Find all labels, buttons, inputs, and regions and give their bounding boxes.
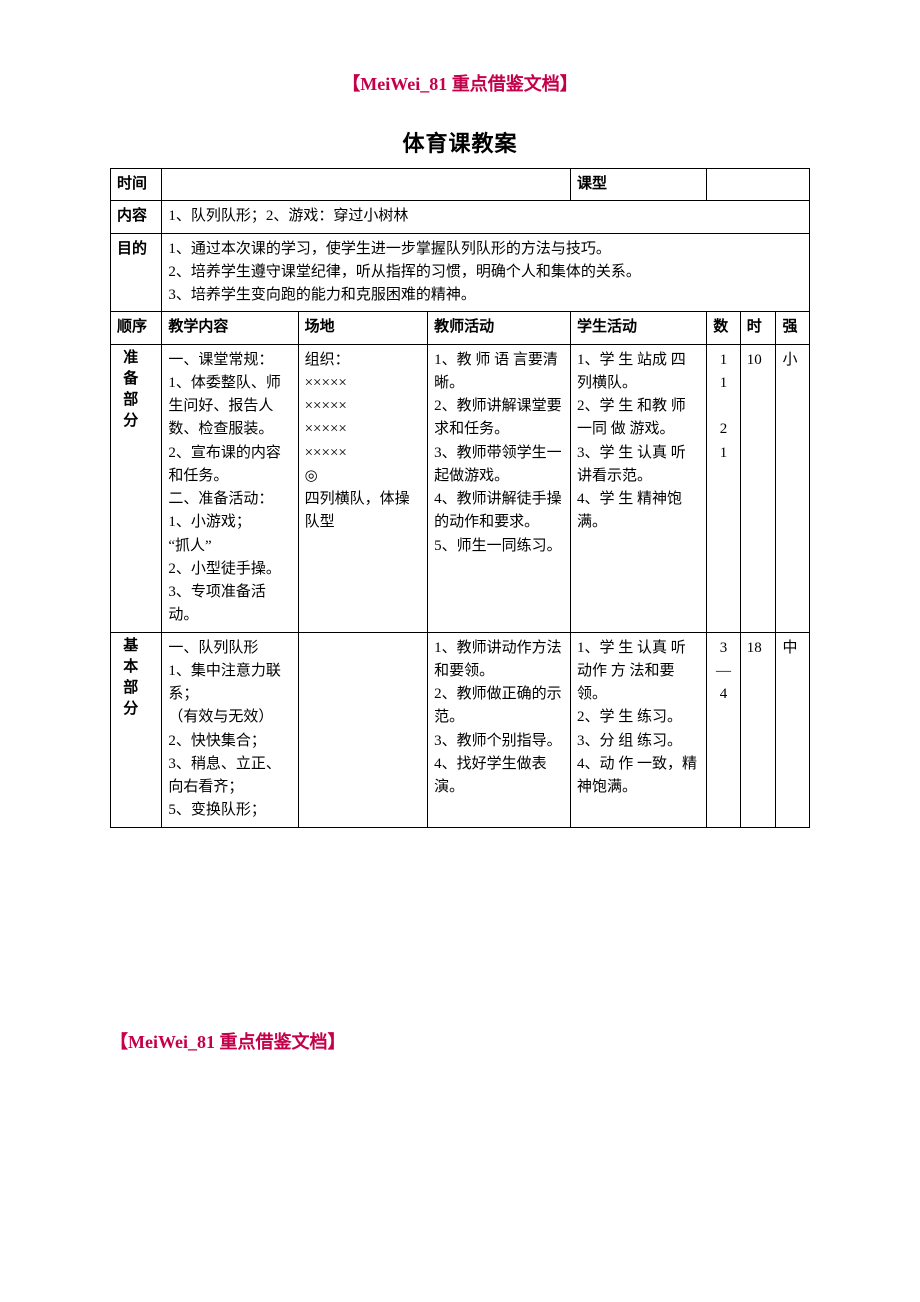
lesson-table: 时间 课型 内容 1、队列队形；2、游戏：穿过小树林 目的 1、通过本次课的学习… — [110, 168, 810, 828]
doc-footer: 【MeiWei_81 重点借鉴文档】 — [110, 1028, 810, 1054]
row-time: 时间 课型 — [111, 169, 810, 201]
cell-class-type-value — [707, 169, 810, 201]
row-basic: 基本部分 一、队列队形 1、集中注意力联系； （有效与无效） 2、快快集合； 3… — [111, 632, 810, 827]
basic-teacher: 1、教师讲动作方法和要领。 2、教师做正确的示范。 3、教师个别指导。 4、找好… — [428, 632, 571, 827]
cell-purpose: 1、通过本次课的学习，使学生进一步掌握队列队形的方法与技巧。 2、培养学生遵守课… — [162, 233, 810, 312]
doc-title: 体育课教案 — [110, 126, 810, 158]
prep-intensity: 小 — [776, 344, 810, 632]
basic-teach-content: 一、队列队形 1、集中注意力联系； （有效与无效） 2、快快集合； 3、稍息、立… — [162, 632, 298, 827]
basic-intensity: 中 — [776, 632, 810, 827]
prep-count: 1 1 2 1 — [707, 344, 740, 632]
label-content: 内容 — [111, 201, 162, 233]
row-purpose: 目的 1、通过本次课的学习，使学生进一步掌握队列队形的方法与技巧。 2、培养学生… — [111, 233, 810, 312]
prep-teach-content: 一、课堂常规： 1、体委整队、师生问好、报告人数、检查服装。 2、宣布课的内容和… — [162, 344, 298, 632]
prep-student: 1、学 生 站成 四 列横队。 2、学 生 和教 师 一同 做 游戏。 3、学 … — [571, 344, 707, 632]
basic-count: 3 — 4 — [707, 632, 740, 827]
hdr-teacher: 教师活动 — [428, 312, 571, 344]
hdr-intensity: 强 — [776, 312, 810, 344]
label-time: 时间 — [111, 169, 162, 201]
cell-content: 1、队列队形；2、游戏：穿过小树林 — [162, 201, 810, 233]
row-headers: 顺序 教学内容 场地 教师活动 学生活动 数 时 强 — [111, 312, 810, 344]
label-purpose: 目的 — [111, 233, 162, 312]
doc-header: 【MeiWei_81 重点借鉴文档】 — [110, 70, 810, 96]
basic-student: 1、学 生 认真 听 动作 方 法和要领。 2、学 生 练习。 3、分 组 练习… — [571, 632, 707, 827]
hdr-seq: 顺序 — [111, 312, 162, 344]
label-basic: 基本部分 — [111, 632, 162, 827]
hdr-count: 数 — [707, 312, 740, 344]
hdr-teach-content: 教学内容 — [162, 312, 298, 344]
prep-field: 组织： ××××× ××××× ××××× ××××× ◎ 四列横队，体操队型 — [298, 344, 428, 632]
basic-duration: 18 — [740, 632, 776, 827]
hdr-duration: 时 — [740, 312, 776, 344]
cell-time-value — [162, 169, 571, 201]
hdr-field: 场地 — [298, 312, 428, 344]
prep-duration: 10 — [740, 344, 776, 632]
row-content: 内容 1、队列队形；2、游戏：穿过小树林 — [111, 201, 810, 233]
row-prep: 准备部分 一、课堂常规： 1、体委整队、师生问好、报告人数、检查服装。 2、宣布… — [111, 344, 810, 632]
label-class-type: 课型 — [571, 169, 707, 201]
prep-teacher: 1、教 师 语 言要清晰。 2、教师讲解课堂要求和任务。 3、教师带领学生一起做… — [428, 344, 571, 632]
basic-field — [298, 632, 428, 827]
label-prep: 准备部分 — [111, 344, 162, 632]
hdr-student: 学生活动 — [571, 312, 707, 344]
